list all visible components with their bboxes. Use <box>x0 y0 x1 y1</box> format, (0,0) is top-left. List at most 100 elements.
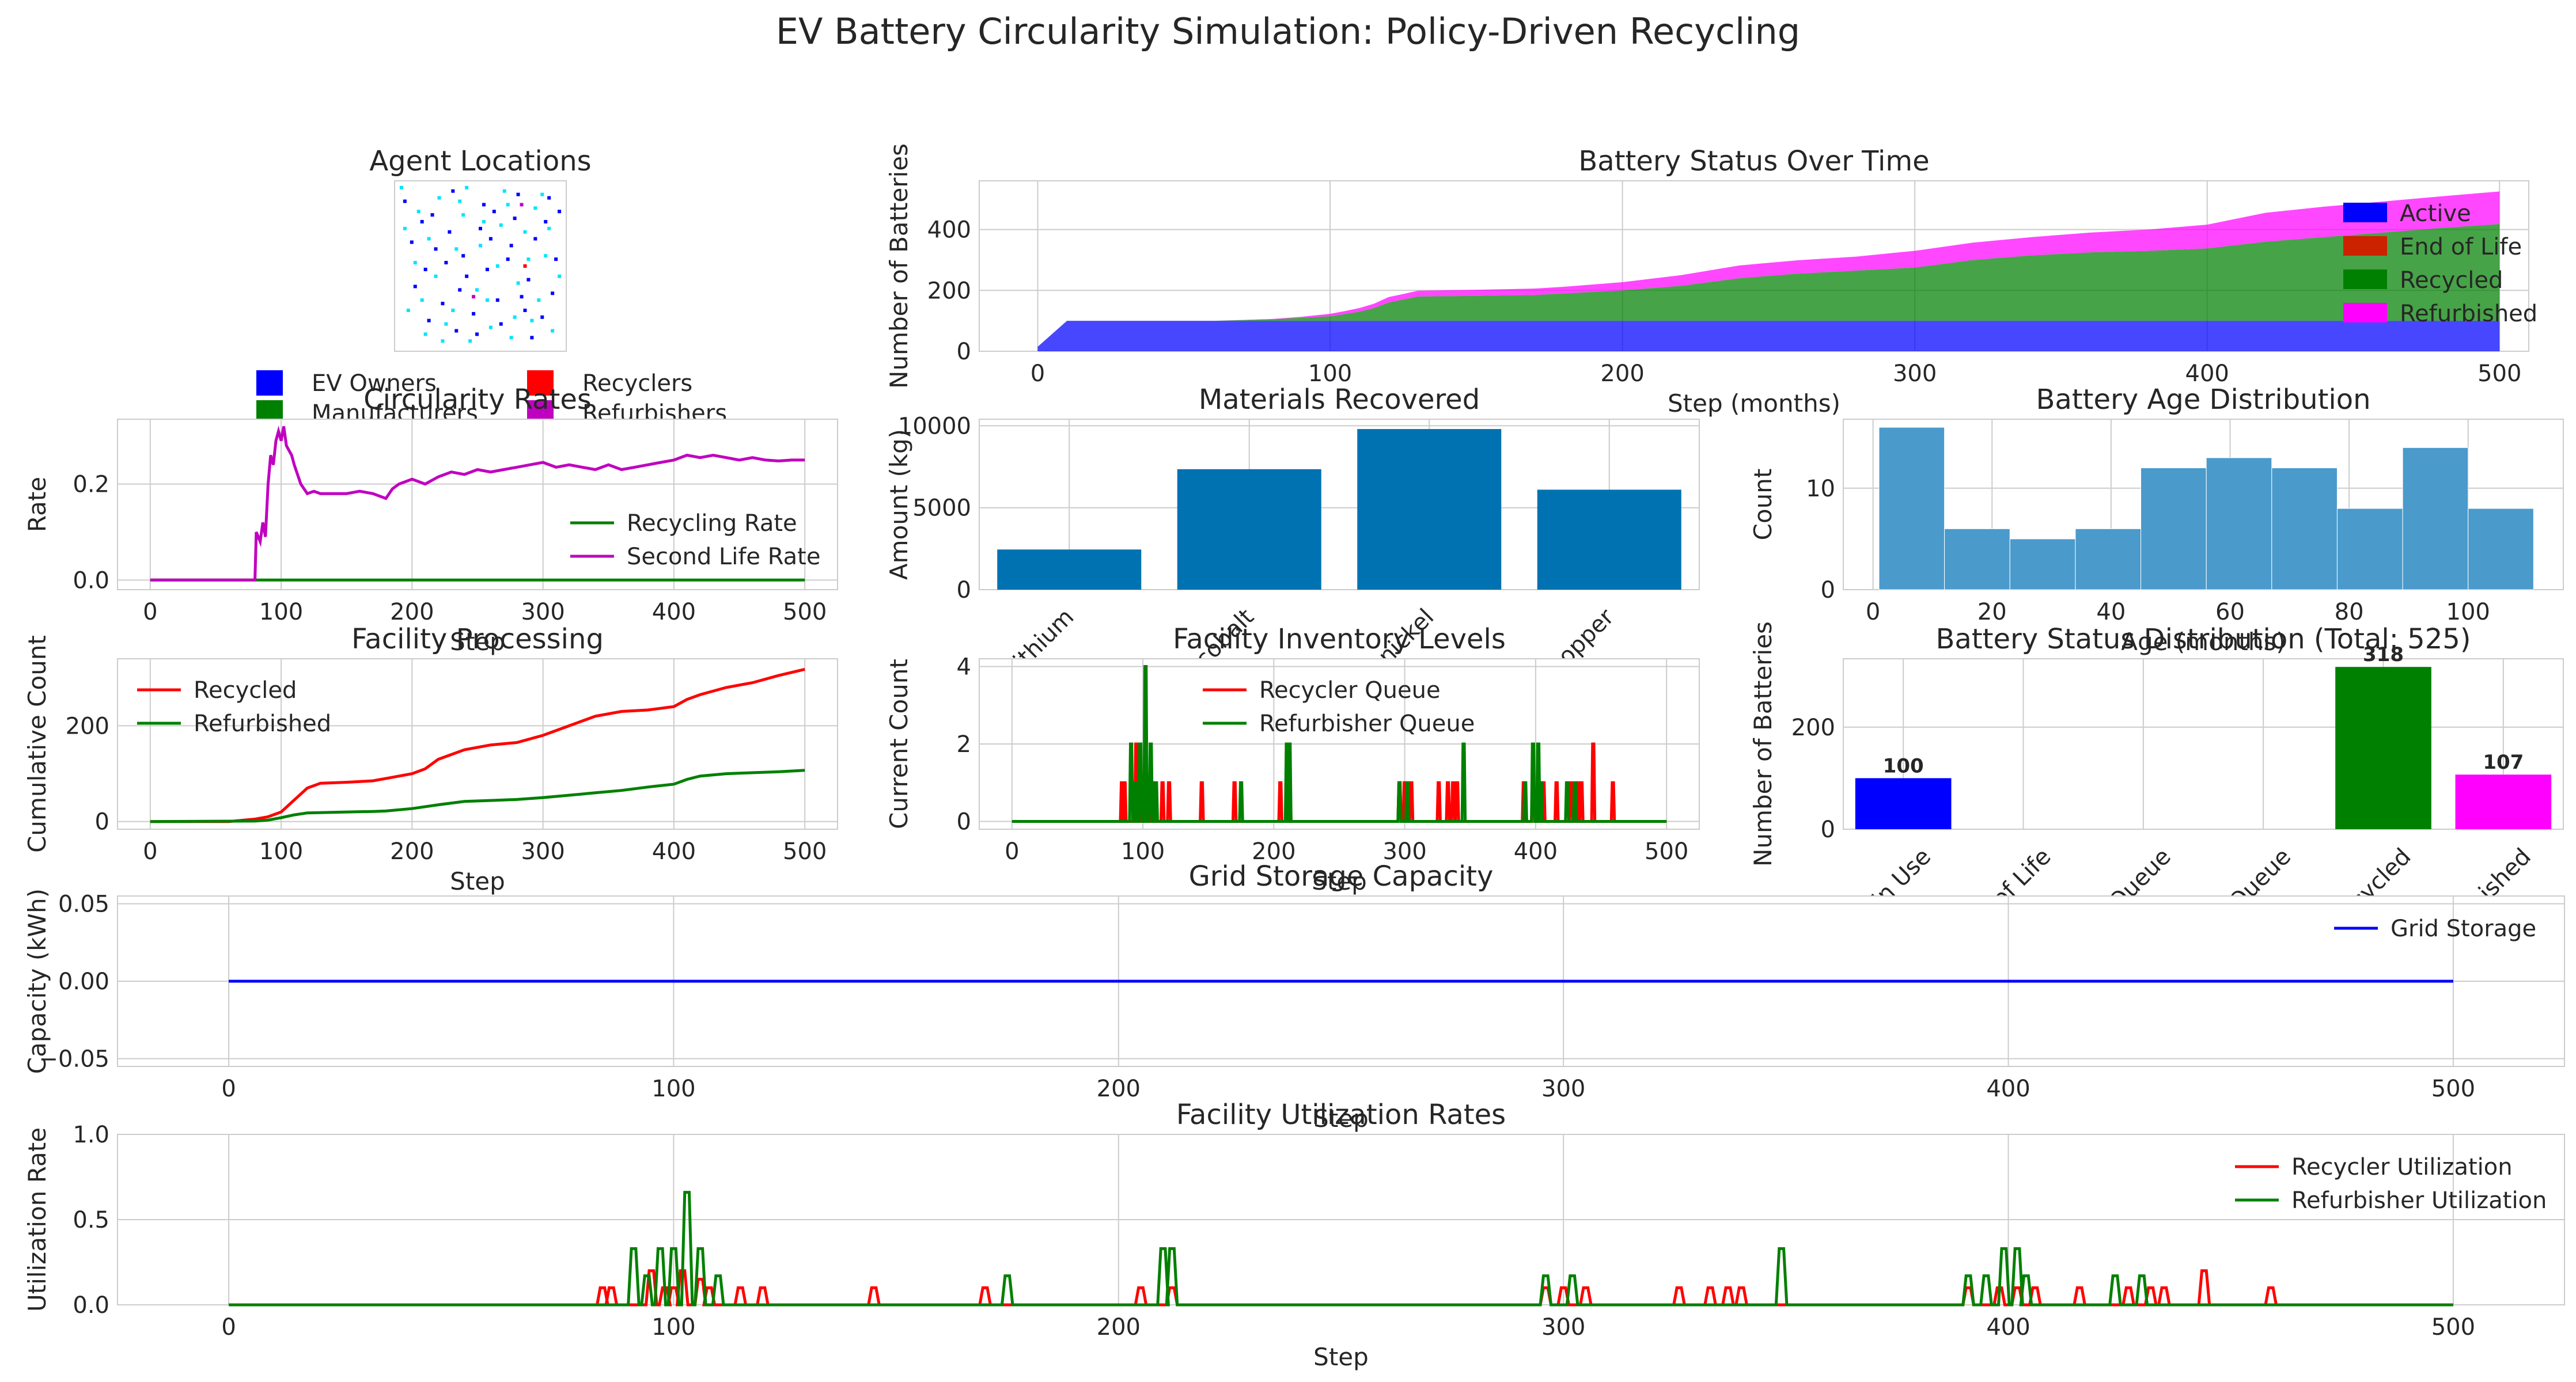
chart-title: Battery Age Distribution <box>2036 384 2370 416</box>
x-tick-label: 0 <box>1005 838 1019 865</box>
scatter-point <box>451 189 455 193</box>
line-series-recycled <box>150 667 805 823</box>
legend-label: Refurbisher Utilization <box>2291 1187 2547 1214</box>
x-axis-label: Step <box>450 867 505 895</box>
scatter-point <box>544 220 548 224</box>
scatter-point <box>516 192 520 196</box>
scatter-point <box>434 274 438 278</box>
y-tick-label: 0.2 <box>73 472 109 498</box>
scatter-point <box>430 213 434 217</box>
scatter-point <box>403 226 407 230</box>
data-label: 318 <box>2363 643 2404 666</box>
data-label: 107 <box>2483 751 2524 774</box>
scatter-point <box>506 203 510 207</box>
x-tick-label: 100 <box>259 838 303 865</box>
plot-area <box>394 180 567 352</box>
y-tick-label: 5000 <box>912 495 971 522</box>
x-tick-label: 300 <box>521 599 565 625</box>
scatter-point <box>499 223 503 227</box>
scatter-point <box>410 240 414 244</box>
scatter-point <box>437 196 441 200</box>
scatter-point <box>427 318 431 322</box>
scatter-point <box>434 247 438 251</box>
legend-swatch <box>2343 269 2387 289</box>
y-tick-label: 200 <box>66 713 109 739</box>
y-axis-label: Number of Batteries <box>885 143 913 389</box>
bar-nickel <box>1357 429 1502 590</box>
histogram-bar <box>2141 468 2207 590</box>
line-series-refurbisher-utilization <box>229 1191 2453 1307</box>
legend-label: Grid Storage <box>2391 916 2536 942</box>
y-tick-label: 0.00 <box>58 969 109 995</box>
x-tick-label: 400 <box>1514 838 1558 865</box>
scatter-point <box>537 298 541 302</box>
x-tick-label: 100 <box>651 1314 695 1341</box>
x-tick-label: 200 <box>1600 360 1644 387</box>
area-series-recycled <box>1037 224 2500 347</box>
scatter-point <box>406 308 410 312</box>
x-tick-label: 0 <box>221 1076 236 1102</box>
scatter-point <box>485 298 489 302</box>
scatter-point <box>413 284 417 288</box>
y-tick-label: 4 <box>957 654 971 680</box>
data-label: 100 <box>1883 754 1924 777</box>
scatter-point <box>523 264 527 268</box>
scatter-point <box>451 308 455 312</box>
legend-label: Recyclers <box>582 370 692 397</box>
y-tick-label: 10000 <box>898 413 971 439</box>
x-tick-label: 0 <box>1866 599 1880 625</box>
scatter-point <box>502 189 506 193</box>
scatter-point <box>423 332 427 336</box>
histogram-bar <box>2402 447 2469 590</box>
legend-swatch <box>2343 303 2387 322</box>
x-tick-label: 100 <box>259 599 303 625</box>
x-axis-label: Step (months) <box>1668 389 1840 417</box>
x-tick-label: 300 <box>1382 838 1426 865</box>
x-tick-label: 500 <box>783 599 827 625</box>
line-series-refurbished <box>150 769 805 823</box>
scatter-point <box>458 199 462 203</box>
x-tick-label: 400 <box>652 599 696 625</box>
y-tick-label: 0 <box>1821 577 1835 603</box>
chart-title: Agent Locations <box>369 145 591 177</box>
y-tick-label: 0.5 <box>73 1207 109 1233</box>
scatter-point <box>533 206 537 210</box>
histogram-bar <box>2206 457 2272 590</box>
x-tick-label: 400 <box>2185 360 2229 387</box>
x-tick-label: 500 <box>2431 1314 2475 1341</box>
utilization-chart: Facility Utilization Rates Utilization Ra… <box>23 1099 2565 1371</box>
chart-title: Materials Recovered <box>1199 384 1480 416</box>
scatter-point <box>454 329 459 333</box>
scatter-point <box>403 199 407 203</box>
y-tick-label: 0 <box>1821 817 1835 843</box>
scatter-point <box>509 336 513 340</box>
x-tick-label: 300 <box>1893 360 1937 387</box>
scatter-point <box>441 339 445 343</box>
scatter-point <box>420 220 424 224</box>
x-tick-label: 300 <box>1541 1314 1585 1341</box>
x-axis-label: Step <box>1312 867 1367 895</box>
scatter-point <box>509 244 513 248</box>
histogram-bar <box>2336 508 2403 590</box>
x-tick-label: 300 <box>1541 1076 1585 1102</box>
scatter-point <box>479 226 482 230</box>
scatter-point <box>499 322 503 326</box>
scatter-point <box>482 220 486 224</box>
scatter-point <box>558 274 562 278</box>
x-tick-label: 200 <box>390 599 434 625</box>
facility-processing-chart: Facility Processing Cumulative Count Step 0… <box>23 623 838 895</box>
bar-in-use <box>1855 778 1952 829</box>
scatter-point <box>454 247 459 251</box>
y-tick-label: −0.05 <box>39 1046 109 1073</box>
scatter-point <box>551 291 555 295</box>
bar-recycled <box>2335 667 2431 829</box>
scatter-point <box>530 318 534 322</box>
x-axis-label: Age (months) <box>2121 628 2286 656</box>
scatter-point <box>495 264 499 268</box>
scatter-point <box>488 325 493 329</box>
scatter-point <box>530 336 534 340</box>
y-tick-label: 1.0 <box>73 1122 109 1148</box>
y-tick-label: 10 <box>1806 476 1835 502</box>
